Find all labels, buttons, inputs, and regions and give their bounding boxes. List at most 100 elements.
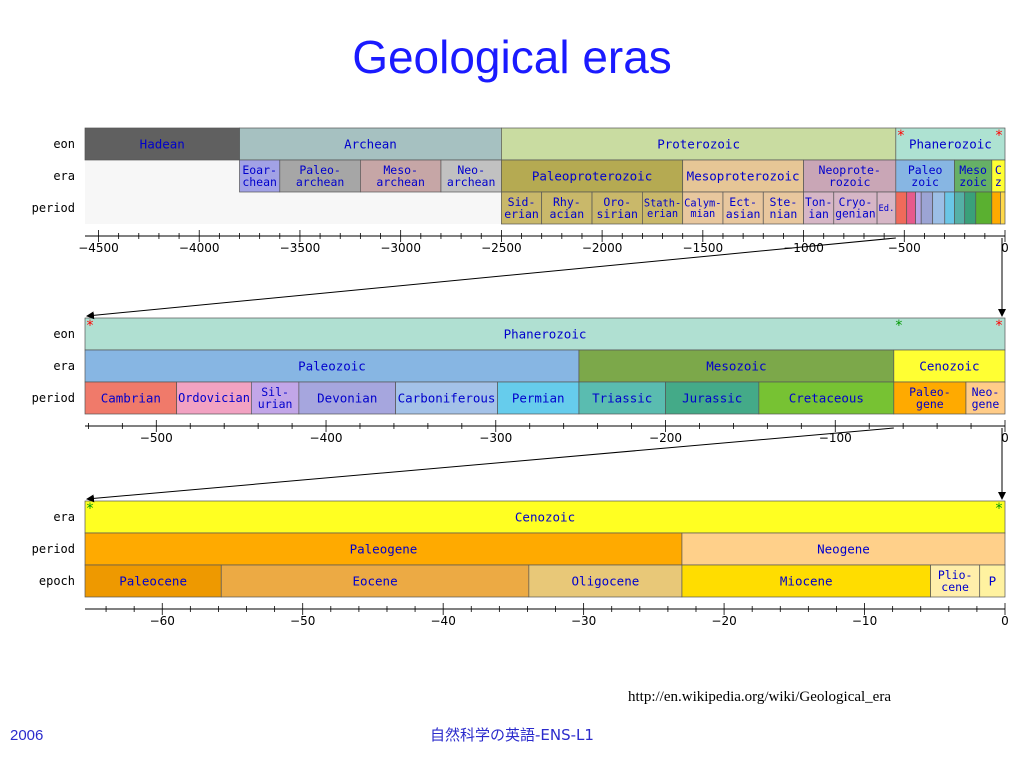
- axis-tick-label: −20: [711, 614, 736, 628]
- marker-asterisk: *: [87, 501, 94, 517]
- segment-label: Cambrian: [101, 390, 161, 405]
- segment-period: [298, 381, 396, 415]
- segment-label: Paleo-gene: [909, 385, 951, 411]
- axis-tick-label: −2000: [582, 241, 623, 255]
- axis-tick-label: −4500: [78, 241, 119, 255]
- marker-asterisk: *: [87, 318, 94, 334]
- segment-period: [758, 381, 895, 415]
- axis-tick-label: −500: [140, 431, 173, 445]
- segment-period: [1000, 191, 1006, 225]
- segment-label: Sil-urian: [258, 385, 293, 411]
- segment-era: [440, 159, 502, 193]
- segment-period: [665, 381, 760, 415]
- axis-tick-label: −500: [888, 241, 921, 255]
- marker-asterisk: *: [996, 318, 1003, 334]
- segment-label: Hadean: [140, 136, 185, 151]
- segment-label: Paleoproterozoic: [532, 168, 652, 183]
- footer-course: 自然科学の英語-ENS-L1: [430, 726, 594, 744]
- segment-epoch: [930, 564, 981, 598]
- row-label-period: period: [32, 391, 75, 405]
- segment-label: Cryo-genian: [835, 196, 875, 220]
- marker-asterisk: *: [996, 128, 1003, 144]
- segment-label: Phanerozoic: [504, 326, 587, 341]
- segment-period: [578, 381, 666, 415]
- segment-period: [681, 532, 1006, 566]
- segment-label: Ste-nian: [770, 195, 798, 221]
- segment-label: Oligocene: [572, 573, 640, 588]
- geological-timescale-diagram: eon Hadean Archean Proterozoic Phanerozoic er…: [32, 127, 1009, 628]
- segment-period: [541, 191, 593, 225]
- segment-label: Ed.: [879, 204, 895, 214]
- row-label-period: period: [32, 201, 75, 215]
- axis-tick-label: −200: [649, 431, 682, 445]
- segment-era: [279, 159, 361, 193]
- footer-year: 2006: [10, 727, 44, 744]
- segment-label: Jurassic: [682, 390, 742, 405]
- segment-era: [360, 159, 442, 193]
- row-label-era: era: [53, 510, 75, 524]
- segment-label: Paleocene: [119, 573, 187, 588]
- segment-period: [991, 191, 1001, 225]
- segment-label: Plio-cene: [938, 568, 973, 594]
- axis-tick-label: −1500: [683, 241, 724, 255]
- segment-label: Mesoproterozoic: [687, 168, 800, 183]
- segment-label: P: [989, 573, 997, 588]
- segment-period: [954, 191, 966, 225]
- segment-label: Paleozoic: [298, 358, 366, 373]
- segment-period: [682, 191, 724, 225]
- segment-period: [176, 381, 252, 415]
- timescale-panel-1: eon Hadean Archean Proterozoic Phanerozoic er…: [32, 127, 1009, 255]
- timescale-panel-3: era Cenozoic period Paleogene Neogene epoch Pa…: [32, 500, 1009, 628]
- segment-eon: [895, 127, 1006, 161]
- segment-label: Ordovician: [178, 391, 250, 405]
- axis-tick-label: −60: [150, 614, 175, 628]
- segment-label: Miocene: [780, 573, 833, 588]
- segment-era: [501, 159, 684, 193]
- segment-label: Permian: [512, 390, 565, 405]
- segment-period: [944, 191, 955, 225]
- segment-period: [84, 381, 178, 415]
- segment-eon: [84, 317, 1006, 351]
- segment-label: Ton-ian: [805, 195, 832, 221]
- segment-period: [975, 191, 993, 225]
- segment-label: Oro-sirian: [596, 195, 638, 221]
- segment-period: [250, 381, 300, 415]
- segment-era: [84, 500, 1006, 534]
- segment-period: [920, 191, 934, 225]
- segment-period: [833, 191, 878, 225]
- segment-label: Neo-gene: [972, 385, 1000, 411]
- segment-label: Neogene: [817, 541, 870, 556]
- segment-label: Cretaceous: [789, 390, 864, 405]
- segment-label: Paleogene: [350, 541, 418, 556]
- segment-period: [722, 191, 764, 225]
- segment-period: [964, 191, 977, 225]
- segment-label: Rhy-acian: [550, 195, 585, 221]
- segment-label: Eoar-chean: [242, 163, 277, 189]
- segment-period: [803, 191, 835, 225]
- segment-label: Archean: [344, 136, 397, 151]
- row-label-eon: eon: [53, 137, 75, 151]
- segment-era: [239, 159, 281, 193]
- row-label-era: era: [53, 169, 75, 183]
- segment-period: [762, 191, 804, 225]
- axis-tick-label: −40: [431, 614, 456, 628]
- row-label-eon: eon: [53, 327, 75, 341]
- axis-tick-label: −300: [479, 431, 512, 445]
- segment-label: Triassic: [592, 390, 652, 405]
- segment-epoch: [84, 564, 222, 598]
- segment-era: [682, 159, 804, 193]
- segment-period: [932, 191, 946, 225]
- segment-label: Ect-asian: [726, 195, 761, 221]
- segment-period: [84, 532, 683, 566]
- axis-tick-label: −30: [571, 614, 596, 628]
- segment-label: Cenozoic: [515, 509, 575, 524]
- segment-label: Neo-archean: [447, 163, 495, 189]
- segment-period: [965, 381, 1006, 415]
- segment-label: Cenozoic: [919, 358, 979, 373]
- axis-tick-label: −100: [819, 431, 852, 445]
- page-title: Geological eras: [352, 31, 672, 83]
- axis-tick-label: 0: [1001, 431, 1009, 445]
